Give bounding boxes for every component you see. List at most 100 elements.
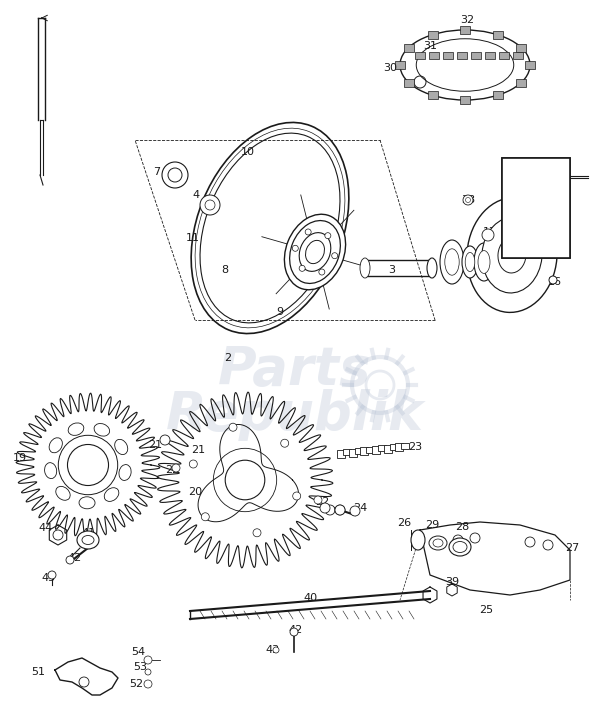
Ellipse shape xyxy=(433,539,443,547)
Ellipse shape xyxy=(482,217,542,293)
Text: 21: 21 xyxy=(148,440,162,450)
Text: 11: 11 xyxy=(186,233,200,243)
Ellipse shape xyxy=(453,542,467,552)
Bar xyxy=(349,449,357,457)
Text: 8: 8 xyxy=(510,184,518,197)
Circle shape xyxy=(470,533,480,543)
Circle shape xyxy=(325,232,331,239)
Text: 42: 42 xyxy=(68,553,82,563)
Bar xyxy=(493,91,503,99)
Ellipse shape xyxy=(82,536,94,544)
Bar xyxy=(415,52,425,59)
Bar xyxy=(378,445,386,452)
Circle shape xyxy=(319,269,325,275)
Text: 10: 10 xyxy=(241,147,255,157)
Circle shape xyxy=(201,513,209,521)
Ellipse shape xyxy=(427,258,437,278)
Text: 41: 41 xyxy=(81,528,95,538)
Text: 32: 32 xyxy=(460,15,474,25)
Text: 25: 25 xyxy=(479,605,493,615)
Bar xyxy=(485,52,495,59)
Polygon shape xyxy=(420,522,570,595)
Text: 22: 22 xyxy=(165,465,179,475)
Circle shape xyxy=(305,229,311,235)
Text: 20: 20 xyxy=(188,487,202,497)
Text: 5: 5 xyxy=(468,257,476,267)
Ellipse shape xyxy=(474,243,494,281)
Text: 2: 2 xyxy=(513,168,521,181)
Circle shape xyxy=(145,669,151,675)
Text: 4: 4 xyxy=(451,257,458,267)
Circle shape xyxy=(144,680,152,688)
Bar xyxy=(525,61,535,69)
Bar xyxy=(502,158,570,258)
Bar xyxy=(460,96,470,104)
Ellipse shape xyxy=(56,486,70,500)
Ellipse shape xyxy=(449,538,471,556)
Text: 21: 21 xyxy=(191,445,205,455)
Circle shape xyxy=(229,423,237,431)
Text: 29: 29 xyxy=(425,520,439,530)
Circle shape xyxy=(48,571,56,579)
Bar xyxy=(389,444,398,450)
Text: 26: 26 xyxy=(397,518,411,528)
Circle shape xyxy=(335,505,345,515)
Circle shape xyxy=(325,505,335,515)
Text: 39: 39 xyxy=(445,577,459,587)
Text: 38: 38 xyxy=(461,195,475,205)
Bar xyxy=(499,52,509,59)
Bar xyxy=(429,52,439,59)
Text: 51: 51 xyxy=(31,667,45,677)
Text: Parts: Parts xyxy=(218,344,372,396)
Circle shape xyxy=(299,265,305,272)
Text: 8: 8 xyxy=(221,265,228,275)
Circle shape xyxy=(293,492,301,500)
Text: 24: 24 xyxy=(353,503,367,513)
Text: 9: 9 xyxy=(277,307,284,317)
Ellipse shape xyxy=(290,221,340,283)
Circle shape xyxy=(205,200,215,210)
Circle shape xyxy=(66,556,74,564)
Circle shape xyxy=(463,195,473,205)
Text: 22: 22 xyxy=(315,497,329,507)
Bar xyxy=(460,26,470,34)
Text: 10: 10 xyxy=(506,219,522,232)
Circle shape xyxy=(290,628,298,636)
Ellipse shape xyxy=(306,240,324,264)
Text: 11: 11 xyxy=(509,240,525,253)
Bar xyxy=(502,158,570,258)
Text: 43: 43 xyxy=(265,645,279,655)
Text: 17: 17 xyxy=(483,227,497,237)
Bar xyxy=(443,52,453,59)
Bar xyxy=(428,91,438,99)
Bar xyxy=(343,449,351,455)
Bar xyxy=(516,44,526,52)
Text: 6: 6 xyxy=(484,263,491,273)
Circle shape xyxy=(281,439,289,447)
Circle shape xyxy=(162,162,188,188)
Bar xyxy=(360,447,368,455)
Circle shape xyxy=(253,529,261,537)
Ellipse shape xyxy=(77,531,99,549)
Ellipse shape xyxy=(119,465,131,481)
Text: 4: 4 xyxy=(192,190,199,200)
Circle shape xyxy=(144,656,152,664)
Ellipse shape xyxy=(104,488,119,502)
Text: 31: 31 xyxy=(423,41,437,51)
Circle shape xyxy=(335,505,345,515)
Ellipse shape xyxy=(465,253,475,272)
Circle shape xyxy=(332,253,337,258)
Text: 44: 44 xyxy=(39,523,53,533)
Text: 23: 23 xyxy=(408,442,422,452)
Text: 54: 54 xyxy=(131,647,145,657)
Bar xyxy=(428,30,438,38)
Bar xyxy=(457,52,467,59)
Bar xyxy=(493,30,503,38)
Bar xyxy=(366,446,374,453)
Text: 2: 2 xyxy=(224,353,231,363)
Ellipse shape xyxy=(94,423,110,436)
Text: 11: 11 xyxy=(506,237,522,250)
Ellipse shape xyxy=(360,258,370,278)
Ellipse shape xyxy=(299,232,331,272)
Circle shape xyxy=(525,537,535,547)
